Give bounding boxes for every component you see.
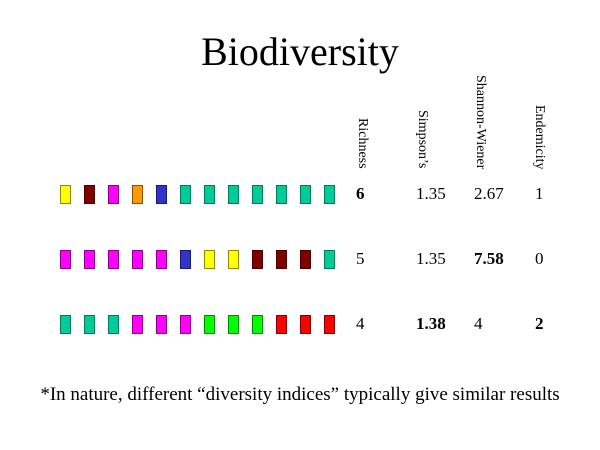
species-green: [228, 315, 239, 334]
header-endemicity: Endemicity: [532, 105, 547, 170]
simpsons-value: 1.35: [416, 249, 446, 268]
species-teal: [204, 185, 215, 204]
species-teal: [108, 315, 119, 334]
species-magenta: [60, 250, 71, 269]
species-teal: [276, 185, 287, 204]
richness-value: 6: [356, 184, 365, 203]
simpsons-value: 1.35: [416, 184, 446, 203]
species-magenta: [180, 315, 191, 334]
shannon-wiener-value: 4: [474, 314, 483, 333]
species-yellow: [228, 250, 239, 269]
species-maroon: [252, 250, 263, 269]
endemicity-value: 0: [535, 249, 544, 268]
species-magenta: [156, 250, 167, 269]
shannon-wiener-value: 2.67: [474, 184, 504, 203]
species-maroon: [300, 250, 311, 269]
species-teal: [252, 185, 263, 204]
species-maroon: [276, 250, 287, 269]
richness-value: 5: [356, 249, 365, 268]
species-blue: [180, 250, 191, 269]
species-orange: [132, 185, 143, 204]
species-teal: [324, 250, 335, 269]
endemicity-value: 1: [535, 184, 544, 203]
header-richness: Richness: [355, 118, 370, 169]
header-shannon-wiener: Shannon-Wiener: [473, 75, 488, 170]
species-green: [252, 315, 263, 334]
species-red: [276, 315, 287, 334]
species-maroon: [84, 185, 95, 204]
footnote: *In nature, different “diversity indices…: [40, 384, 560, 405]
species-yellow: [60, 185, 71, 204]
species-yellow: [204, 250, 215, 269]
simpsons-value: 1.38: [416, 314, 446, 333]
species-red: [300, 315, 311, 334]
species-teal: [180, 185, 191, 204]
species-teal: [228, 185, 239, 204]
species-magenta: [132, 250, 143, 269]
species-teal: [324, 185, 335, 204]
header-simpsons: Simpson’s: [415, 110, 430, 169]
species-teal: [300, 185, 311, 204]
species-red: [324, 315, 335, 334]
species-magenta: [132, 315, 143, 334]
shannon-wiener-value: 7.58: [474, 249, 504, 268]
species-teal: [84, 315, 95, 334]
species-magenta: [108, 185, 119, 204]
species-magenta: [84, 250, 95, 269]
species-green: [204, 315, 215, 334]
slide-title: Biodiversity: [201, 29, 399, 74]
species-magenta: [156, 315, 167, 334]
species-magenta: [108, 250, 119, 269]
species-teal: [60, 315, 71, 334]
endemicity-value: 2: [535, 314, 544, 333]
richness-value: 4: [356, 314, 365, 333]
species-blue: [156, 185, 167, 204]
